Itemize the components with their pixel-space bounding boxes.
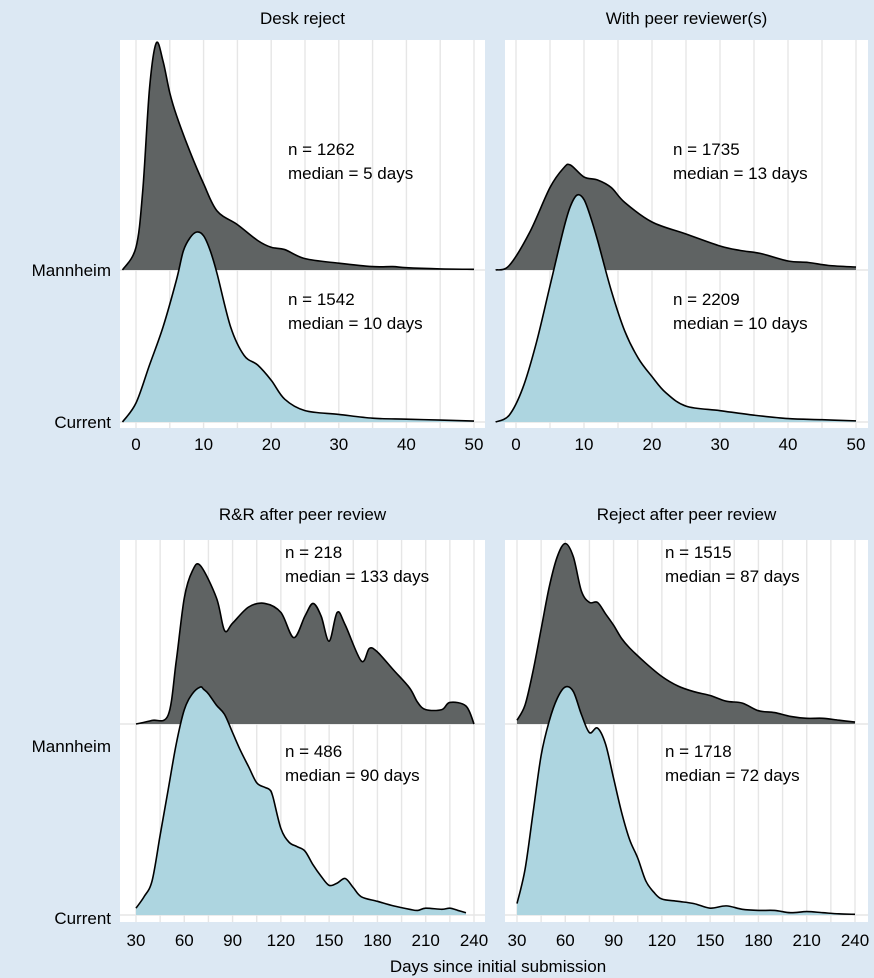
- current-density-area: [495, 194, 856, 422]
- x-tick-label: 120: [267, 931, 295, 950]
- panel-title: R&R after peer review: [219, 505, 387, 524]
- panel-title: With peer reviewer(s): [606, 9, 768, 28]
- panel-4: Reject after peer review 30 60 90 120 150 180 2…: [505, 505, 869, 950]
- mannheim-density-area: [136, 563, 474, 724]
- current-density-area: [136, 686, 466, 915]
- x-tick-label: 20: [643, 435, 662, 454]
- x-tick-label: 0: [511, 435, 520, 454]
- x-tick-label: 30: [711, 435, 730, 454]
- row-label-mannheim: Mannheim: [32, 737, 111, 756]
- sample-size-label: n = 1515: [665, 543, 732, 562]
- sample-size-label: n = 1542: [288, 290, 355, 309]
- mannheim-density-outline: [135, 562, 475, 725]
- sample-size-label: n = 1735: [673, 140, 740, 159]
- sample-size-label: n = 486: [285, 742, 342, 761]
- median-label: median = 133 days: [285, 567, 429, 586]
- x-axis-title: Days since initial submission: [390, 957, 606, 976]
- x-tick-label: 60: [556, 931, 575, 950]
- mannheim-density-area: [517, 543, 855, 724]
- x-tick-label: 40: [779, 435, 798, 454]
- panel-title: Desk reject: [260, 9, 345, 28]
- x-tick-label: 180: [363, 931, 391, 950]
- x-tick-label: 30: [508, 931, 527, 950]
- panel-3: R&R after peer review 30 60 90 120 150 180 210 2…: [32, 505, 489, 950]
- sample-size-label: n = 1262: [288, 140, 355, 159]
- x-tick-label: 30: [127, 931, 146, 950]
- row-label-current: Current: [54, 413, 111, 432]
- x-tick-label: 210: [793, 931, 821, 950]
- x-tick-label: 120: [648, 931, 676, 950]
- x-tick-label: 150: [696, 931, 724, 950]
- x-tick-label: 240: [460, 931, 488, 950]
- x-tick-label: 10: [194, 435, 213, 454]
- current-density-area: [517, 686, 855, 915]
- x-tick-label: 240: [841, 931, 869, 950]
- current-density-outline: [516, 685, 856, 916]
- panel-1: Desk reject 0 10 20 30 40 50 Mannheim Current n =…: [32, 9, 485, 454]
- median-label: median = 13 days: [673, 164, 808, 183]
- x-tick-label: 60: [175, 931, 194, 950]
- x-tick-label: 150: [315, 931, 343, 950]
- sample-size-label: n = 2209: [673, 290, 740, 309]
- sample-size-label: n = 218: [285, 543, 342, 562]
- x-tick-label: 210: [412, 931, 440, 950]
- median-label: median = 5 days: [288, 164, 413, 183]
- x-tick-label: 90: [223, 931, 242, 950]
- median-label: median = 72 days: [665, 766, 800, 785]
- median-label: median = 87 days: [665, 567, 800, 586]
- current-density-outline: [495, 193, 857, 423]
- current-density-outline: [121, 231, 475, 423]
- median-label: median = 10 days: [288, 314, 423, 333]
- x-tick-label: 50: [847, 435, 866, 454]
- x-tick-label: 0: [131, 435, 140, 454]
- mannheim-density-area: [122, 42, 474, 271]
- x-tick-label: 50: [465, 435, 484, 454]
- x-tick-label: 20: [262, 435, 281, 454]
- panel-title: Reject after peer review: [597, 505, 777, 524]
- x-tick-label: 40: [397, 435, 416, 454]
- x-tick-label: 180: [744, 931, 772, 950]
- row-label-current: Current: [54, 909, 111, 928]
- current-density-outline: [135, 686, 467, 914]
- mannheim-density-outline: [495, 163, 857, 271]
- median-label: median = 10 days: [673, 314, 808, 333]
- sample-size-label: n = 1718: [665, 742, 732, 761]
- median-label: median = 90 days: [285, 766, 420, 785]
- mannheim-density-outline: [121, 41, 475, 271]
- x-tick-label: 30: [329, 435, 348, 454]
- x-tick-label: 10: [575, 435, 594, 454]
- current-density-area: [122, 231, 474, 422]
- x-tick-label: 90: [604, 931, 623, 950]
- row-label-mannheim: Mannheim: [32, 261, 111, 280]
- panel-2: With peer reviewer(s) 0 10 20 30 40 50 n = 1735…: [495, 9, 868, 454]
- mannheim-density-outline: [516, 542, 856, 723]
